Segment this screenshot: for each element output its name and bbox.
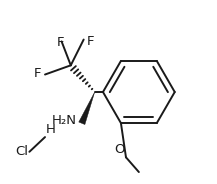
Text: Cl: Cl (15, 145, 28, 158)
Text: H₂N: H₂N (52, 114, 77, 127)
Text: F: F (86, 35, 94, 48)
Text: O: O (115, 143, 125, 156)
Text: F: F (34, 67, 42, 80)
Text: F: F (57, 36, 64, 49)
Text: H: H (46, 123, 56, 136)
Polygon shape (79, 92, 95, 125)
